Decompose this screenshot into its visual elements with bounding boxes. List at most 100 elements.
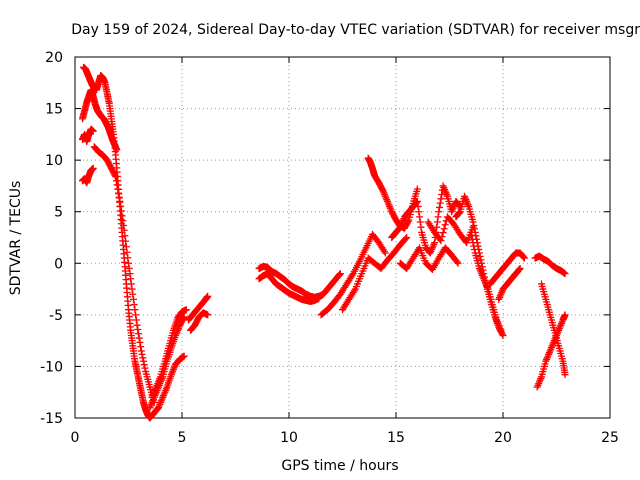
data-point [416, 213, 424, 221]
data-point [315, 294, 323, 302]
data-point [516, 264, 524, 272]
data-point [180, 352, 188, 360]
data-point [498, 330, 506, 338]
data-point [89, 164, 97, 172]
data-point [415, 208, 423, 216]
data-point [381, 249, 389, 257]
data-point [441, 221, 449, 229]
data-point [131, 306, 139, 314]
data-point [117, 207, 125, 215]
data-point [127, 275, 135, 283]
x-tick-label: 0 [71, 430, 80, 446]
data-point [470, 221, 478, 229]
data-point [136, 338, 144, 346]
data-point [140, 361, 148, 369]
x-tick-label: 5 [178, 430, 187, 446]
data-point [453, 258, 461, 266]
x-tick-label: 15 [387, 430, 405, 446]
data-point [126, 270, 134, 278]
data-points [78, 63, 569, 422]
y-tick-label: 20 [45, 50, 63, 66]
data-point [435, 208, 443, 216]
data-point [120, 226, 128, 234]
y-axis-label: SDTVAR / TECUs [8, 181, 24, 296]
data-point [416, 218, 424, 226]
data-point [336, 270, 344, 278]
x-axis-label: GPS time / hours [281, 458, 398, 474]
data-point [132, 311, 140, 319]
plot-frame [74, 56, 611, 419]
y-tick-label: -10 [40, 359, 63, 375]
data-point [454, 259, 462, 267]
data-point [413, 198, 421, 206]
gridlines [75, 57, 610, 418]
data-point [118, 212, 126, 220]
data-point [89, 127, 97, 135]
data-point [138, 350, 146, 358]
data-point [115, 189, 123, 197]
data-point [467, 228, 475, 236]
data-point [123, 248, 131, 256]
data-point [434, 213, 442, 221]
axis-ticks: 0 5 10 15 20 25 20 15 10 5 0 -5 -10 -15 [40, 50, 619, 446]
data-point [122, 237, 130, 245]
data-point [130, 301, 138, 309]
data-point [182, 306, 190, 314]
data-point [111, 171, 119, 179]
data-point [470, 242, 478, 250]
data-point [431, 239, 439, 247]
data-point [115, 193, 123, 201]
y-tick-label: 5 [54, 205, 63, 221]
data-point [137, 343, 145, 351]
data-point [127, 280, 135, 288]
data-point [378, 186, 386, 194]
data-point [440, 225, 448, 233]
data-point [116, 197, 124, 205]
data-point [114, 185, 122, 193]
data-point [413, 197, 421, 205]
data-point [132, 316, 140, 324]
data-point [204, 292, 212, 300]
data-point [120, 221, 128, 229]
data-point [417, 223, 425, 231]
data-point [134, 325, 142, 333]
data-point [134, 330, 142, 338]
chart-title: Day 159 of 2024, Sidereal Day-to-day VTE… [71, 22, 640, 38]
data-point [117, 202, 125, 210]
data-point [113, 181, 121, 189]
data-point [520, 253, 528, 261]
data-point [112, 173, 120, 181]
data-point [414, 203, 422, 211]
data-point [139, 357, 147, 365]
data-point [413, 185, 421, 193]
data-point [469, 239, 477, 247]
y-tick-label: 15 [45, 102, 63, 118]
data-point [561, 371, 569, 379]
y-tick-label: 0 [54, 256, 63, 272]
data-point [520, 254, 528, 262]
y-tick-label: 10 [45, 153, 63, 169]
data-point [336, 270, 344, 278]
data-point [125, 259, 132, 267]
data-point [119, 217, 127, 225]
data-point [561, 270, 569, 278]
data-point [403, 234, 411, 241]
data-point [113, 146, 121, 154]
data-point [404, 217, 412, 225]
data-point [437, 237, 445, 245]
data-point [135, 334, 143, 342]
data-point [436, 199, 444, 207]
x-tick-label: 20 [494, 430, 512, 446]
data-point [497, 326, 505, 334]
data-point [133, 321, 141, 329]
y-tick-label: -5 [49, 308, 63, 324]
data-point [437, 195, 445, 203]
data-point [468, 232, 476, 240]
data-point [438, 233, 446, 241]
x-tick-label: 25 [601, 430, 619, 446]
data-point [470, 246, 478, 254]
data-point [122, 243, 130, 251]
data-point [129, 295, 137, 303]
data-point [455, 209, 463, 217]
